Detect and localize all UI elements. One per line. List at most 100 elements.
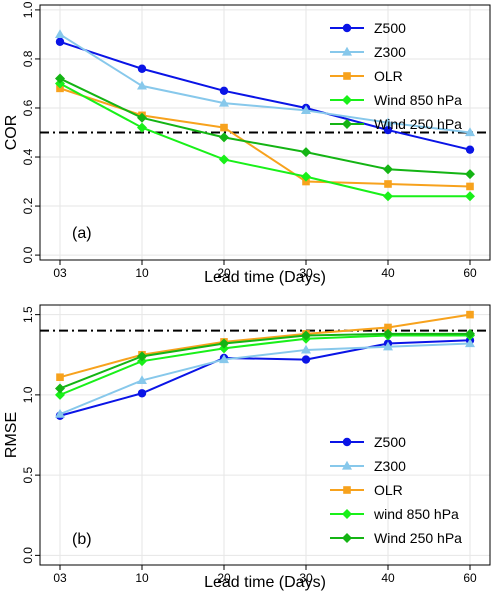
series-wind-250-hpa [55,328,475,394]
x-tick-label: 30 [299,571,313,585]
data-point [465,328,475,339]
legend-marker [342,437,352,447]
legend-marker [342,95,352,105]
data-point [465,145,475,154]
data-point [137,375,147,385]
legend-marker [343,72,351,80]
data-point [219,154,229,165]
data-point [219,97,229,107]
legend-label: Z500 [374,20,406,36]
legend-label: Z300 [374,44,406,60]
series-line [59,40,471,151]
data-point [465,127,475,137]
data-point [383,328,393,339]
data-point [55,408,65,418]
data-point [465,191,475,202]
data-point [301,105,311,115]
legend-label: Z300 [374,458,406,474]
series-wind-250-hpa [55,73,475,180]
legend-label: Wind 250 hPa [374,116,462,132]
series-line [59,82,470,198]
x-tick-label: 20 [217,571,231,585]
y-tick-label: 1.0 [21,386,35,403]
data-point [383,164,393,175]
plot-frame [39,304,491,566]
y-tick-label: 0.2 [21,197,35,214]
data-point [301,171,311,182]
chart-panel-a: 03 10 20 30 40 60 0.0 0.2 0.4 0.6 0.8 1.0 Lead time … [3,1,491,286]
data-point [383,341,393,351]
data-point [137,351,147,362]
x-tick-label: 60 [463,571,477,585]
data-point [383,117,393,127]
series-line [59,342,471,416]
series-z300 [55,29,475,137]
y-tick-label: 1.5 [21,306,35,323]
data-point [466,310,474,319]
x-tick-label: 60 [463,266,477,280]
legend-marker [342,23,352,33]
series-line [59,339,471,417]
legend-marker [342,533,352,543]
data-point [301,147,311,158]
y-tick-label: 0.0 [21,246,35,263]
legend-marker [342,509,352,519]
panel-label: (a) [72,225,92,242]
data-point [301,344,311,354]
data-point [55,383,65,394]
x-tick-label: 10 [135,266,149,280]
series-line [59,33,471,134]
data-point [466,182,474,191]
legend-label: Wind 850 hPa [374,92,462,108]
legend-label: Wind 250 hPa [374,530,462,546]
data-point [219,338,229,349]
legend: Z500 Z300 OLR Wind 850 hPa Wind 250 hPa [330,20,462,132]
x-tick-label: 10 [135,571,149,585]
x-tick-label: 03 [53,266,67,280]
x-tick-label: 40 [381,571,395,585]
data-point [383,125,393,135]
x-tick-label: 30 [299,266,313,280]
y-tick-label: 0.8 [21,50,35,67]
data-point [137,122,147,133]
data-point [55,37,65,46]
data-point [137,112,147,123]
legend-label: OLR [374,68,403,84]
data-point [383,191,393,202]
series-line [59,77,471,176]
y-tick-label: 0.0 [21,547,35,564]
y-axis-label: RMSE [3,412,20,458]
data-point [137,389,147,398]
data-point [219,354,229,364]
data-point [301,330,311,341]
data-point [137,64,147,73]
series-line [59,332,470,390]
data-point [301,355,311,364]
y-tick-label: 0.5 [21,466,35,483]
data-point [137,80,147,90]
data-point [384,323,392,332]
data-point [384,180,392,188]
x-axis-label: Lead time (Days) [204,269,326,286]
y-tick-label: 1.0 [21,1,35,18]
legend-label: Z500 [374,434,406,450]
data-point [465,169,475,180]
legend-marker [342,119,352,129]
data-point [56,373,64,382]
x-tick-label: 20 [217,266,231,280]
data-point [55,29,65,39]
data-point [55,73,65,84]
legend-marker [342,460,352,470]
data-point [219,86,229,96]
data-point [220,123,228,132]
x-tick-label: 03 [53,571,67,585]
series-line [59,334,470,396]
panel-label: (b) [72,531,92,548]
series-line [59,313,471,379]
y-tick-label: 0.4 [21,148,35,165]
x-axis-label: Lead time (Days) [204,574,326,591]
y-axis-label: COR [3,115,20,151]
legend-label: OLR [374,482,403,498]
data-point [55,389,65,400]
